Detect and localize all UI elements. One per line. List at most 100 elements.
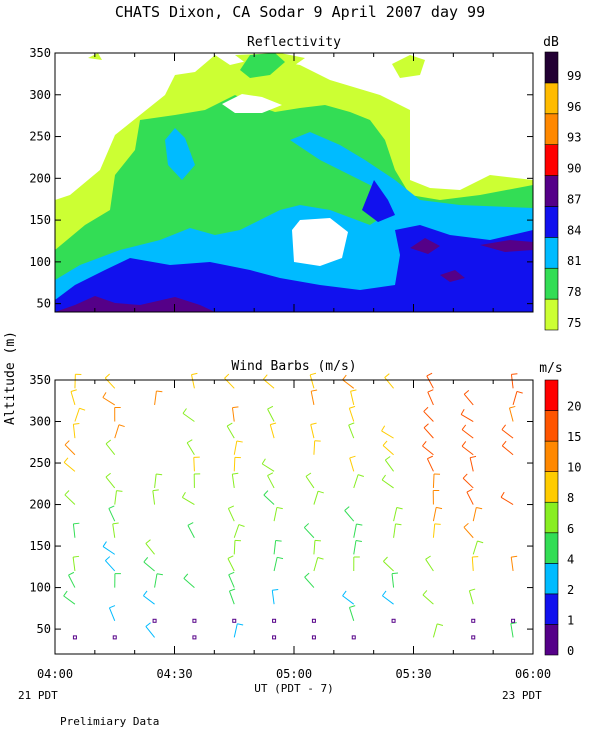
wind-barb-staff bbox=[102, 546, 116, 555]
wind-barb-flag bbox=[422, 590, 428, 596]
wind-barb-staff bbox=[460, 414, 474, 422]
wind-barb-staff bbox=[105, 443, 116, 456]
wind-barbs-plot: 50 100 150 200 250 300 350 04:00 04:30 05:00 05:3… bbox=[29, 372, 551, 681]
wind-barb-staff bbox=[263, 494, 275, 505]
wind-barb-staff bbox=[463, 526, 474, 539]
wind-barb-flag bbox=[350, 389, 357, 392]
wind-x-axis: 04:00 04:30 05:00 05:30 06:00 bbox=[37, 380, 551, 681]
wind-barb-flag bbox=[476, 506, 483, 510]
wind-barb-flag bbox=[348, 422, 355, 426]
wind-barb-flag bbox=[501, 424, 507, 430]
colorbar-tick-label: 78 bbox=[567, 285, 581, 299]
wind-barb-flag bbox=[118, 424, 125, 428]
colorbar-tick-label: 96 bbox=[567, 100, 581, 114]
wind-barb-flag bbox=[226, 422, 233, 427]
wind-barb-staff bbox=[501, 445, 514, 456]
reflectivity-title: Reflectivity bbox=[247, 35, 341, 50]
wind-barb-flag bbox=[73, 423, 80, 425]
calm-marker bbox=[391, 618, 396, 623]
wind-barb-staff bbox=[154, 473, 157, 488]
wind-barb-staff bbox=[501, 429, 514, 439]
wind-barbs-title: Wind Barbs (m/s) bbox=[231, 359, 356, 374]
wind-barb-flag bbox=[145, 539, 151, 544]
wind-barb-flag bbox=[422, 440, 427, 447]
wind-barb-staff bbox=[114, 490, 117, 505]
wind-barb-flag bbox=[108, 505, 115, 509]
wind-barb-flag bbox=[143, 590, 148, 597]
wind-barb-staff bbox=[152, 490, 156, 505]
contour-hole-b bbox=[292, 218, 348, 266]
wind-barb-staff bbox=[182, 496, 195, 505]
colorbar-tick-label: 81 bbox=[567, 254, 581, 268]
wind-barb-staff bbox=[227, 558, 235, 572]
y-axis-label: Altitude (m) bbox=[3, 331, 18, 425]
wind-barb-flag bbox=[423, 406, 429, 412]
colorbar-tick-label: 84 bbox=[567, 223, 581, 237]
wind-barb-flag bbox=[109, 605, 116, 609]
wind-barb-staff bbox=[510, 374, 514, 389]
wind-barb-flag bbox=[232, 472, 239, 475]
colorbar-tick-label: 15 bbox=[567, 430, 581, 444]
colorbar-swatch bbox=[544, 379, 559, 411]
wind-barb-staff bbox=[381, 430, 394, 439]
wind-barb-staff bbox=[154, 573, 158, 588]
wind-barb-staff bbox=[432, 523, 436, 538]
wind-barb-flag bbox=[102, 392, 107, 398]
wind-barb-staff bbox=[187, 525, 195, 538]
wind-barb-staff bbox=[64, 444, 76, 456]
wind-barb-flag bbox=[382, 590, 387, 597]
wind-barb-staff bbox=[422, 594, 434, 605]
wind-colorbar: 0 1 2 4 6 8 10 15 20 bbox=[544, 379, 581, 658]
wind-background bbox=[55, 380, 533, 654]
colorbar-tick-label: 93 bbox=[567, 131, 581, 145]
wind-colorbar-unit: m/s bbox=[539, 361, 562, 376]
wind-barb-staff bbox=[227, 508, 235, 522]
wind-barb-flag bbox=[460, 409, 465, 415]
wind-barb-flag bbox=[73, 522, 80, 525]
colorbar-tick-label: 8 bbox=[567, 491, 574, 505]
wind-barb-flag bbox=[310, 422, 317, 425]
colorbar-tick-label: 1 bbox=[567, 613, 574, 627]
wind-barb-staff bbox=[233, 540, 236, 555]
wind-barb-staff bbox=[348, 607, 355, 621]
wind-barb-flag bbox=[349, 455, 356, 459]
wind-barb-flag bbox=[349, 605, 356, 608]
colorbar-swatch bbox=[544, 624, 559, 656]
wind-barb-flag bbox=[156, 473, 163, 476]
wind-barb-staff bbox=[342, 595, 355, 605]
wind-barb-staff bbox=[145, 626, 155, 638]
wind-y-tick-label: 200 bbox=[29, 498, 51, 512]
wind-barb-staff bbox=[105, 476, 116, 489]
wind-barb-staff bbox=[72, 557, 76, 572]
wind-barb-flag bbox=[187, 522, 194, 526]
wind-barb-staff bbox=[309, 374, 315, 389]
x-axis-label: UT (PDT - 7) bbox=[254, 682, 333, 695]
contour-hole-c bbox=[410, 53, 533, 72]
wind-barb-flag bbox=[105, 556, 111, 561]
reflectivity-x-axis bbox=[54, 53, 534, 312]
calm-marker bbox=[311, 618, 316, 623]
wind-barb-flag bbox=[437, 623, 444, 626]
refl-y-tick-label: 50 bbox=[37, 297, 51, 311]
wind-barb-staff bbox=[68, 574, 76, 588]
reflectivity-colorbar: 75 78 81 84 87 90 93 96 99 bbox=[544, 51, 581, 331]
wind-barb-staff bbox=[342, 379, 355, 389]
wind-barb-flag bbox=[104, 373, 110, 379]
wind-barb-flag bbox=[102, 541, 107, 547]
wind-barb-staff bbox=[427, 391, 434, 406]
wind-barb-staff bbox=[384, 459, 394, 472]
date-left-label: 21 PDT bbox=[18, 689, 58, 702]
calm-marker bbox=[152, 618, 157, 623]
wind-barb-flag bbox=[344, 506, 350, 511]
wind-barb-staff bbox=[104, 560, 116, 572]
colorbar-swatch bbox=[544, 206, 559, 238]
calm-marker bbox=[311, 635, 316, 640]
wind-barb-staff bbox=[463, 393, 474, 406]
wind-barb-staff bbox=[183, 578, 195, 588]
wind-barb-flag bbox=[267, 405, 274, 410]
wind-barb-staff bbox=[353, 474, 359, 489]
calm-marker bbox=[471, 618, 476, 623]
wind-y-tick-label: 50 bbox=[37, 622, 51, 636]
wind-barb-staff bbox=[114, 424, 120, 439]
wind-barb-flag bbox=[261, 458, 266, 465]
